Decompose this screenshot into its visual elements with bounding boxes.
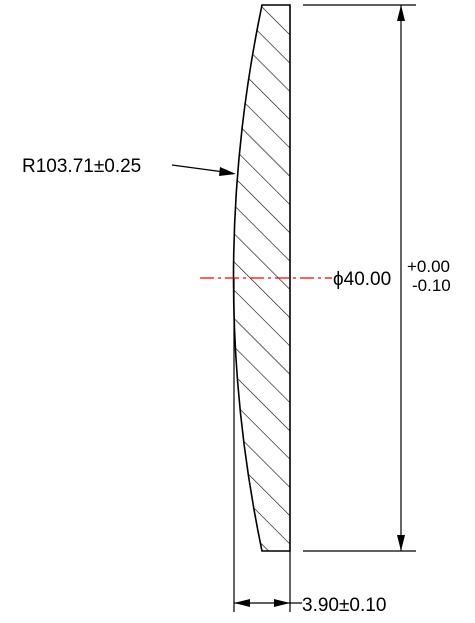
diameter-arrow-bottom xyxy=(397,535,405,551)
thickness-label: 3.90±0.10 xyxy=(302,595,386,616)
radius-leader-line xyxy=(171,164,225,173)
radius-leader-arrow xyxy=(219,167,236,176)
diameter-arrow-top xyxy=(397,5,405,21)
thickness-arrow-right xyxy=(274,599,290,607)
diameter-tolerance-lower: -0.10 xyxy=(412,276,451,295)
diameter-tolerance-upper: +0.00 xyxy=(407,257,450,276)
radius-label: R103.71±0.25 xyxy=(22,156,141,177)
thickness-arrow-left xyxy=(234,599,250,607)
diameter-label: ϕ40.00 xyxy=(333,269,391,290)
